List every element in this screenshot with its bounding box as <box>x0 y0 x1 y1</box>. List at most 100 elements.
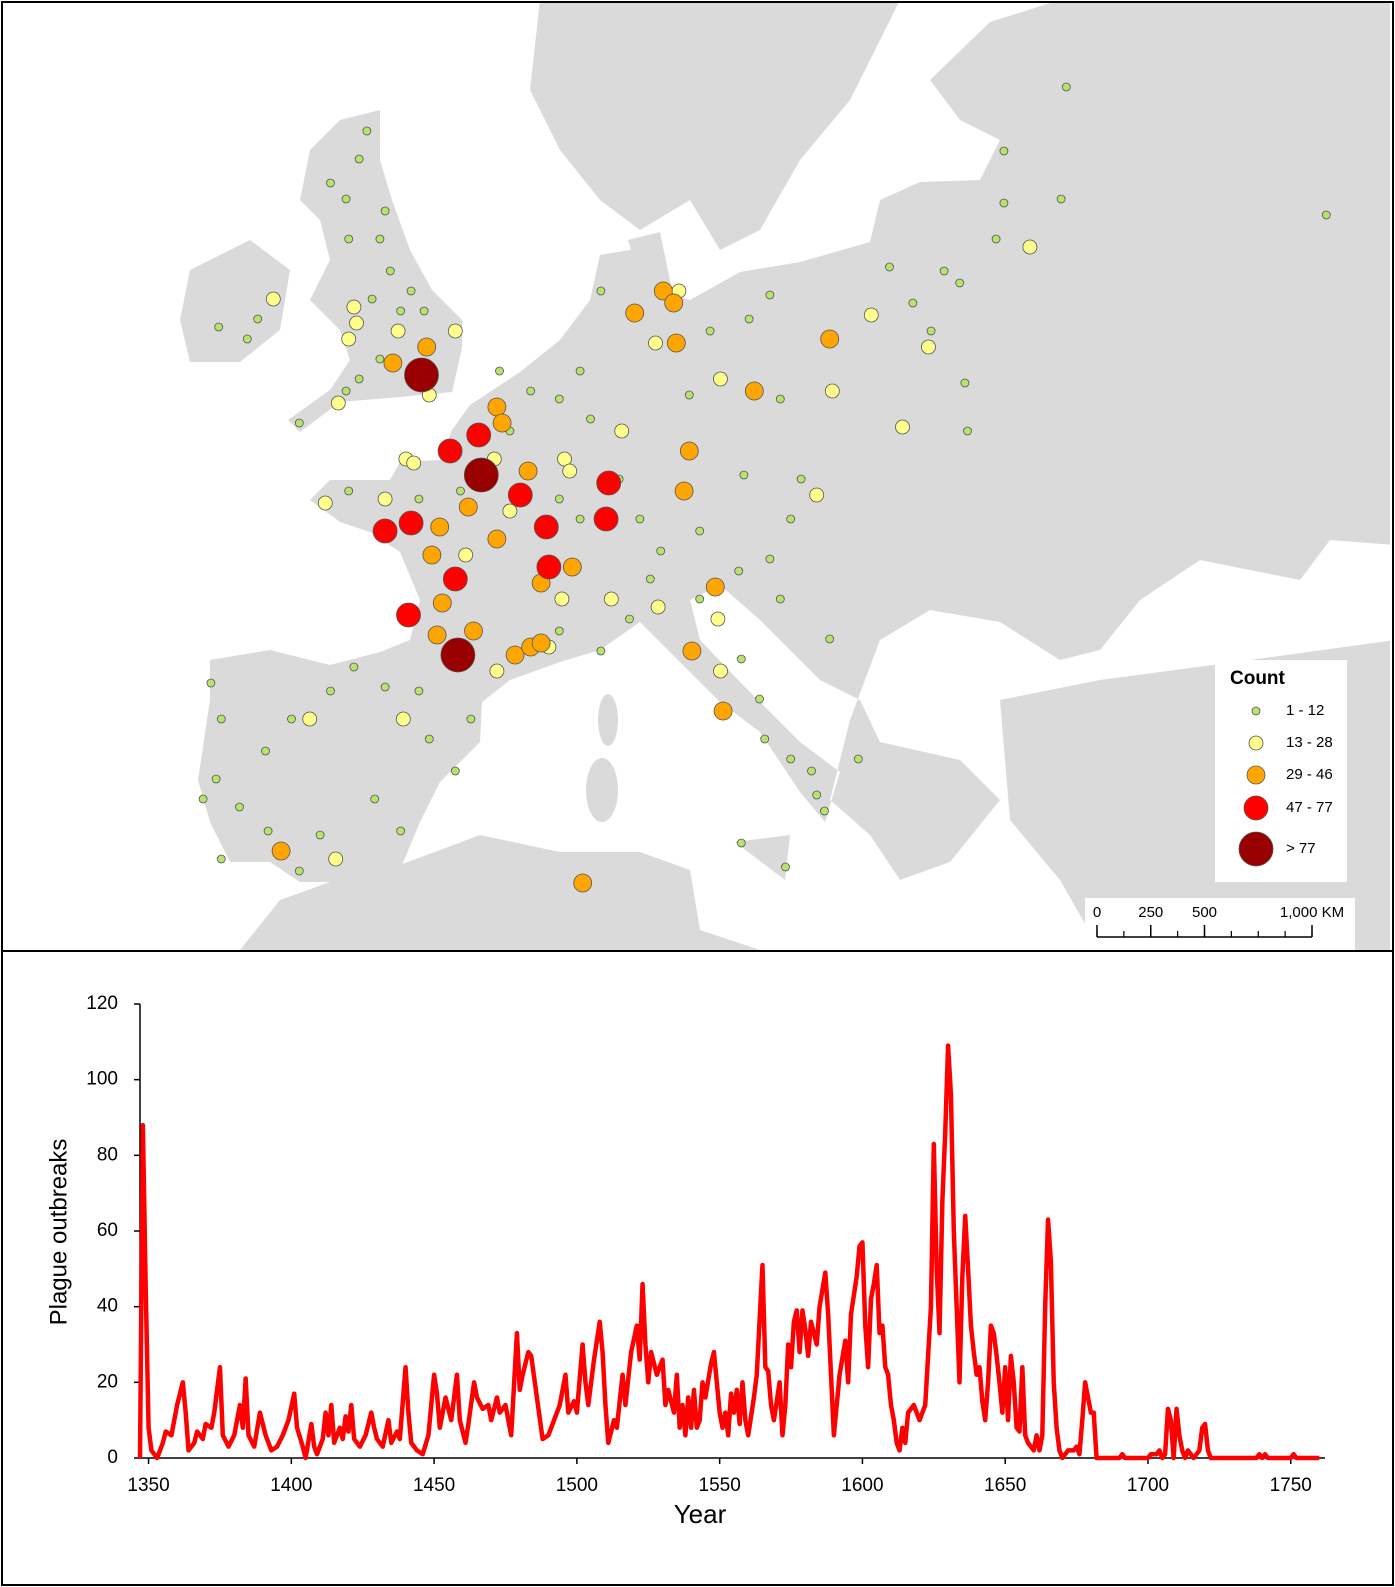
map-point <box>825 634 835 644</box>
map-point <box>395 711 411 727</box>
map-point <box>315 830 325 840</box>
map-point <box>596 286 606 296</box>
map-point <box>375 234 385 244</box>
x-tick-label: 1400 <box>270 1475 312 1496</box>
map-point <box>487 529 507 549</box>
map-point <box>214 322 224 332</box>
map-point <box>562 557 582 577</box>
map-point <box>492 413 512 433</box>
map-point <box>367 294 377 304</box>
map-point <box>775 594 785 604</box>
map-point <box>734 566 744 576</box>
map-point <box>440 637 476 673</box>
map-point <box>505 645 525 665</box>
map-point <box>317 495 333 511</box>
map-point <box>341 194 351 204</box>
map-point <box>921 339 936 355</box>
x-axis-title: Year <box>674 1499 727 1529</box>
map-point <box>674 481 694 501</box>
map-point <box>809 487 825 503</box>
map-point <box>575 366 585 376</box>
map-point <box>713 663 728 679</box>
land-ireland <box>180 240 290 362</box>
map-point <box>287 714 296 724</box>
map-point <box>263 826 273 836</box>
map-point <box>554 494 564 504</box>
land-africa <box>240 835 760 950</box>
map-point <box>396 602 421 628</box>
scale-label: 0 <box>1093 904 1101 921</box>
map-point <box>820 806 829 816</box>
map-point <box>765 554 775 564</box>
map-point <box>507 482 533 508</box>
y-tick-label: 20 <box>97 1371 118 1392</box>
map-point <box>991 234 1001 244</box>
map-point <box>853 754 863 764</box>
map-point <box>596 646 606 656</box>
map-point <box>705 326 715 336</box>
map-point <box>963 426 972 436</box>
map-point <box>614 423 630 439</box>
map-point <box>1061 82 1071 92</box>
y-axis-title: Plague outbreaks <box>45 1139 72 1326</box>
map-point <box>354 374 364 384</box>
y-tick-label: 80 <box>97 1144 118 1165</box>
map-point <box>396 306 406 316</box>
map-point <box>271 841 291 861</box>
map-point <box>653 281 673 301</box>
map-point <box>820 329 840 349</box>
map-point <box>744 381 764 401</box>
map-point <box>625 614 634 624</box>
map-point <box>370 794 380 804</box>
map-point <box>960 378 970 388</box>
map-point <box>377 491 393 507</box>
map-point <box>456 486 465 496</box>
map-point <box>1022 239 1038 255</box>
land-corsica <box>598 694 618 746</box>
map-point <box>939 266 949 276</box>
legend-label: > 77 <box>1286 840 1316 857</box>
map-point <box>807 766 816 776</box>
map-point <box>427 625 447 645</box>
map-point <box>781 862 790 872</box>
scale-bar-box <box>1085 898 1355 950</box>
map-point <box>736 654 746 664</box>
map-point <box>253 314 263 324</box>
map-point <box>705 577 725 597</box>
map-point <box>562 463 578 479</box>
map-point <box>242 334 252 344</box>
map-point <box>406 455 422 471</box>
map-point <box>955 278 965 288</box>
map-point <box>908 298 918 308</box>
map-point <box>713 701 733 721</box>
legend-swatch <box>1238 831 1274 867</box>
map-point <box>573 873 593 893</box>
map-point <box>349 662 359 672</box>
map-point <box>419 306 429 316</box>
map-point <box>575 514 585 524</box>
map-point <box>596 470 622 496</box>
legend-label: 13 - 28 <box>1286 734 1333 751</box>
map-point <box>424 734 434 744</box>
map-point <box>422 545 442 565</box>
map-point <box>261 746 270 756</box>
map-point <box>536 554 562 580</box>
map-point <box>796 474 806 484</box>
scale-label: 500 <box>1192 904 1217 921</box>
map-point <box>432 593 452 613</box>
map-point <box>404 357 439 393</box>
map-point <box>430 517 450 537</box>
map-point <box>344 486 354 496</box>
map-point <box>216 714 226 724</box>
legend-title: Count <box>1230 668 1286 689</box>
land-sardinia <box>586 758 618 822</box>
map-point <box>198 794 208 804</box>
map-point <box>999 198 1009 208</box>
y-tick-label: 40 <box>97 1296 118 1317</box>
scale-label: 1,000 KM <box>1280 904 1344 921</box>
map-point <box>302 711 318 727</box>
map-point <box>695 594 705 604</box>
map-point <box>1056 194 1066 204</box>
